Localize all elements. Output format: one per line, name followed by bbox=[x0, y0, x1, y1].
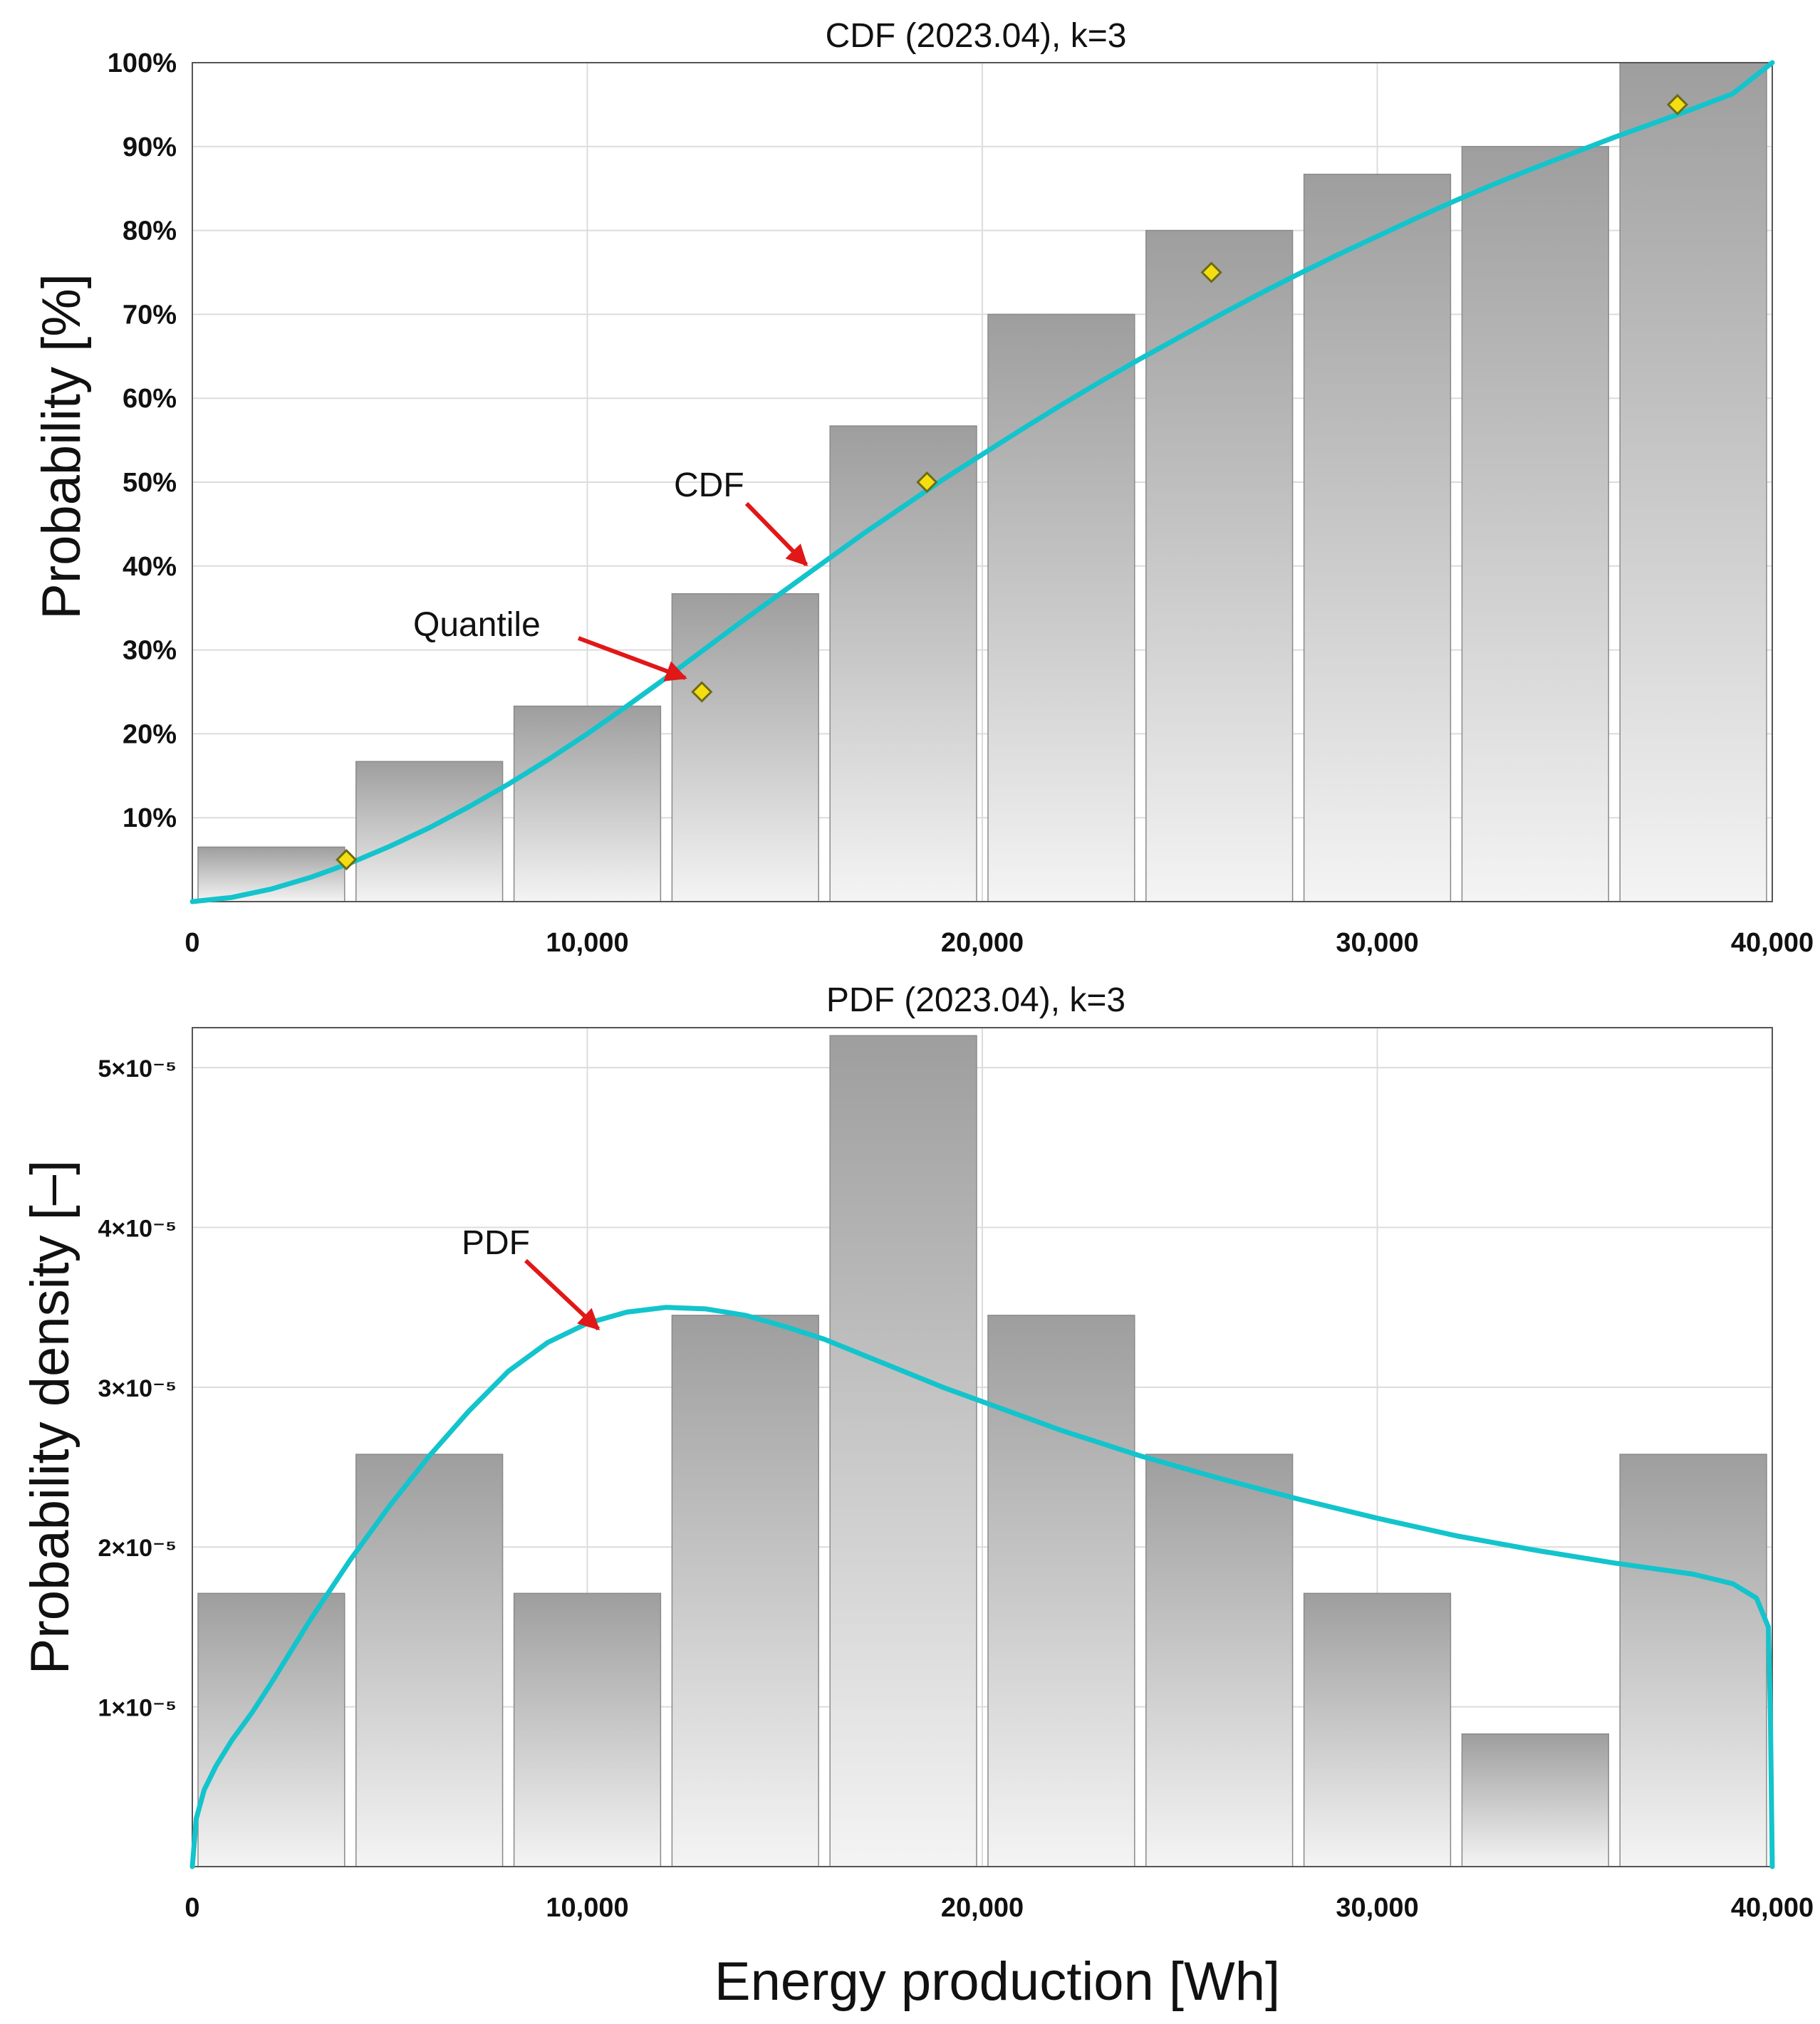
pdf-y-tick-label: 5×10⁻⁵ bbox=[98, 1055, 177, 1083]
cdf-annotation-label: CDF bbox=[674, 466, 744, 504]
cdf-y-tick-label: 90% bbox=[123, 132, 177, 162]
pdf-x-tick-label: 10,000 bbox=[546, 1893, 628, 1923]
cdf-y-tick-label: 60% bbox=[123, 384, 177, 414]
cdf-curve bbox=[189, 60, 1775, 904]
cdf-x-tick-label: 0 bbox=[184, 928, 199, 958]
cdf-annotation-arrow bbox=[744, 501, 808, 567]
pdf-y-tick-label: 4×10⁻⁵ bbox=[98, 1215, 177, 1242]
cdf-chart: 10% 20% 30% 40% 50% 60% 70% 80% 90% 100% 0 10,000 2… bbox=[31, 17, 1814, 958]
cdf-bar bbox=[829, 425, 977, 902]
quantile-marker bbox=[1666, 93, 1689, 116]
pdf-x-tick-label: 20,000 bbox=[941, 1893, 1024, 1923]
cdf-y-tick-labels: 10% 20% 30% 40% 50% 60% 70% 80% 90% 100% bbox=[108, 48, 177, 833]
pdf-bar bbox=[671, 1315, 819, 1867]
cdf-y-tick-label: 20% bbox=[123, 719, 177, 749]
pdf-x-tick-label: 40,000 bbox=[1731, 1893, 1814, 1923]
pdf-bar bbox=[1619, 1454, 1767, 1867]
pdf-y-tick-label: 1×10⁻⁵ bbox=[98, 1695, 177, 1722]
cdf-y-tick-label: 100% bbox=[108, 48, 177, 78]
pdf-annotation-arrow bbox=[524, 1258, 600, 1331]
quantile-marker bbox=[1200, 261, 1222, 283]
cdf-bar bbox=[1619, 62, 1767, 902]
pdf-bar bbox=[987, 1315, 1135, 1867]
quantile-annotation: Quantile bbox=[413, 606, 687, 682]
pdf-annotation: PDF bbox=[462, 1224, 600, 1331]
cdf-bar bbox=[1303, 173, 1452, 902]
pdf-bar bbox=[355, 1454, 504, 1867]
pdf-y-axis-label: Probability density [–] bbox=[20, 1160, 80, 1674]
cdf-y-tick-label: 40% bbox=[123, 552, 177, 582]
cdf-title: CDF (2023.04), k=3 bbox=[826, 17, 1127, 55]
pdf-x-tick-labels: 0 10,000 20,000 30,000 40,000 bbox=[184, 1893, 1814, 1923]
pdf-x-tick-label: 30,000 bbox=[1336, 1893, 1418, 1923]
cdf-bars bbox=[197, 62, 1767, 902]
cdf-bar bbox=[1461, 146, 1609, 902]
pdf-bar bbox=[1145, 1454, 1294, 1867]
pdf-curve bbox=[189, 1305, 1775, 1869]
cdf-x-tick-label: 40,000 bbox=[1731, 928, 1814, 958]
cdf-x-tick-label: 20,000 bbox=[941, 928, 1024, 958]
quantile-marker bbox=[336, 848, 358, 871]
cdf-y-tick-label: 10% bbox=[123, 803, 177, 833]
cdf-x-tick-label: 30,000 bbox=[1336, 928, 1418, 958]
cdf-y-tick-label: 30% bbox=[123, 636, 177, 666]
pdf-y-tick-label: 3×10⁻⁵ bbox=[98, 1375, 177, 1402]
quantile-marker bbox=[691, 681, 713, 703]
pdf-bar bbox=[829, 1035, 977, 1867]
cdf-bar bbox=[355, 761, 504, 902]
pdf-bar bbox=[513, 1592, 662, 1867]
cdf-bar bbox=[671, 593, 819, 902]
quantile-annotation-arrow bbox=[577, 636, 687, 682]
x-axis-label: Energy production [Wh] bbox=[714, 1951, 1280, 2012]
cdf-annotation: CDF bbox=[674, 466, 808, 567]
pdf-bar bbox=[197, 1592, 345, 1867]
cdf-quantile-markers bbox=[336, 93, 1689, 871]
cdf-bar bbox=[987, 313, 1135, 902]
cdf-bar bbox=[1145, 229, 1294, 902]
cdf-y-tick-label: 70% bbox=[123, 300, 177, 330]
pdf-bars bbox=[197, 1035, 1767, 1867]
cdf-y-tick-label: 50% bbox=[123, 468, 177, 498]
quantile-annotation-label: Quantile bbox=[413, 606, 541, 644]
quantile-marker bbox=[916, 471, 938, 494]
pdf-plot-frame bbox=[192, 1027, 1773, 1867]
pdf-bar bbox=[1461, 1733, 1609, 1867]
cdf-plot-frame bbox=[192, 62, 1773, 902]
pdf-title: PDF (2023.04), k=3 bbox=[826, 981, 1125, 1019]
pdf-x-tick-label: 0 bbox=[184, 1893, 199, 1923]
pdf-annotation-label: PDF bbox=[462, 1224, 530, 1262]
pdf-chart: 1×10⁻⁵ 2×10⁻⁵ 3×10⁻⁵ 4×10⁻⁵ 5×10⁻⁵ 0 10,000 20… bbox=[20, 981, 1814, 2012]
cdf-y-axis-label: Probability [%] bbox=[31, 273, 92, 620]
cdf-y-tick-label: 80% bbox=[123, 217, 177, 246]
cdf-x-tick-label: 10,000 bbox=[546, 928, 628, 958]
pdf-y-tick-label: 2×10⁻⁵ bbox=[98, 1535, 177, 1562]
cdf-x-tick-labels: 0 10,000 20,000 30,000 40,000 bbox=[184, 928, 1814, 958]
pdf-bar bbox=[1303, 1592, 1452, 1867]
pdf-y-tick-labels: 1×10⁻⁵ 2×10⁻⁵ 3×10⁻⁵ 4×10⁻⁵ 5×10⁻⁵ bbox=[98, 1055, 177, 1722]
